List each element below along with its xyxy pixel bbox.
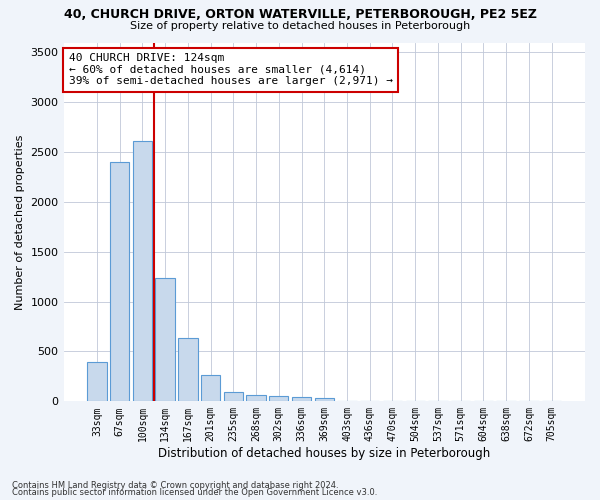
- Text: Contains public sector information licensed under the Open Government Licence v3: Contains public sector information licen…: [12, 488, 377, 497]
- Bar: [269, 396, 289, 402]
- Bar: [155, 278, 175, 402]
- Bar: [247, 396, 266, 402]
- Text: Contains HM Land Registry data © Crown copyright and database right 2024.: Contains HM Land Registry data © Crown c…: [12, 480, 338, 490]
- Text: 40 CHURCH DRIVE: 124sqm
← 60% of detached houses are smaller (4,614)
39% of semi: 40 CHURCH DRIVE: 124sqm ← 60% of detache…: [69, 54, 393, 86]
- Y-axis label: Number of detached properties: Number of detached properties: [15, 134, 25, 310]
- Text: Size of property relative to detached houses in Peterborough: Size of property relative to detached ho…: [130, 21, 470, 31]
- Bar: [314, 398, 334, 402]
- Bar: [133, 141, 152, 402]
- Bar: [110, 162, 130, 402]
- Text: 40, CHURCH DRIVE, ORTON WATERVILLE, PETERBOROUGH, PE2 5EZ: 40, CHURCH DRIVE, ORTON WATERVILLE, PETE…: [64, 8, 536, 20]
- X-axis label: Distribution of detached houses by size in Peterborough: Distribution of detached houses by size …: [158, 447, 490, 460]
- Bar: [178, 338, 197, 402]
- Bar: [292, 398, 311, 402]
- Bar: [87, 362, 107, 402]
- Bar: [201, 376, 220, 402]
- Bar: [224, 392, 243, 402]
